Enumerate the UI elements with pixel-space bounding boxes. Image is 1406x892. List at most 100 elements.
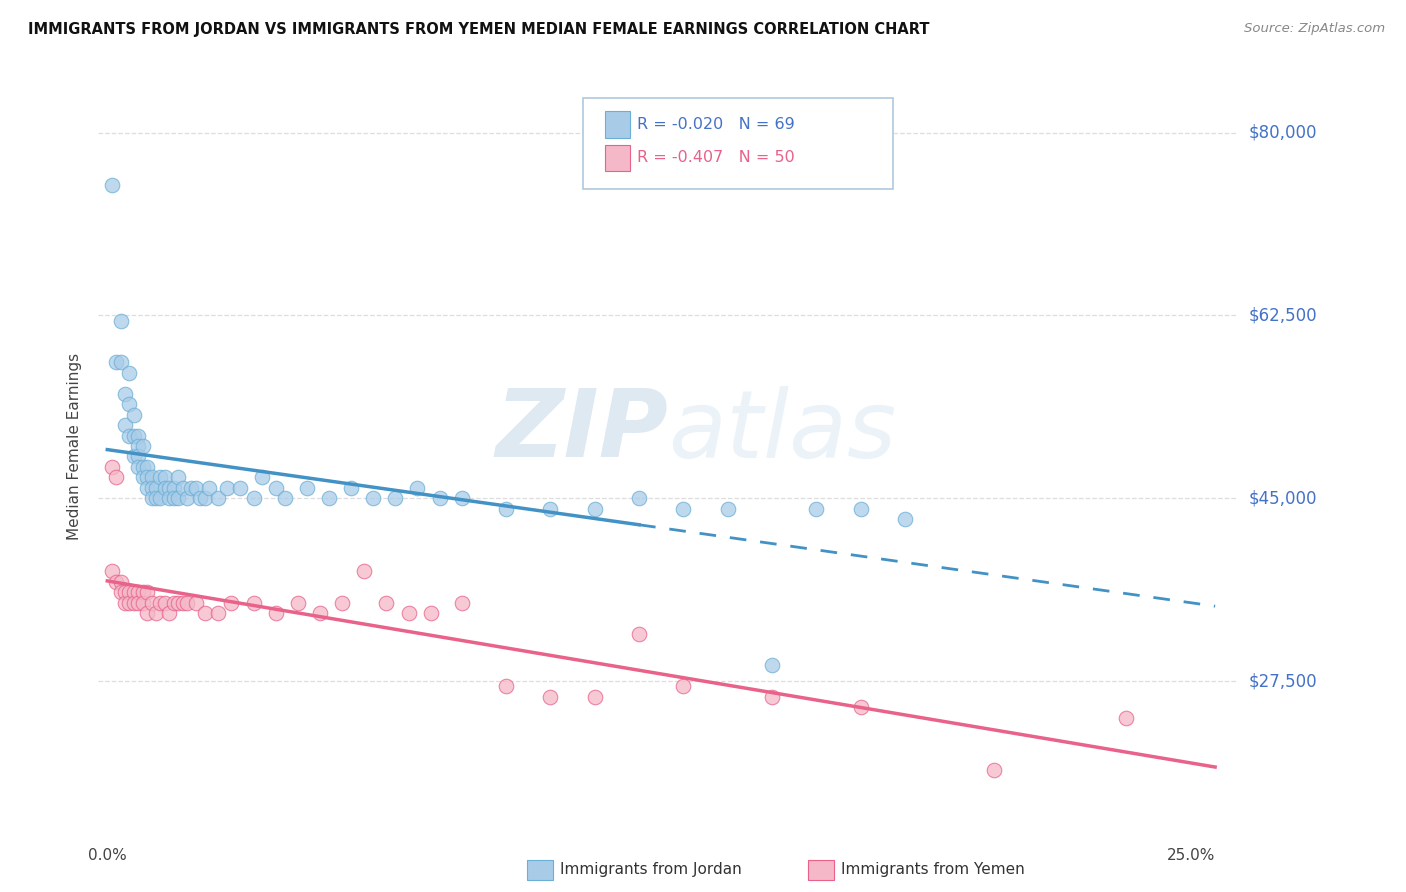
Point: [176, 596, 198, 610]
Point: [198, 481, 221, 495]
Point: [538, 690, 561, 704]
Text: $45,000: $45,000: [1249, 489, 1317, 508]
Text: 0.0%: 0.0%: [89, 848, 127, 863]
Point: [127, 596, 149, 610]
Point: [110, 355, 132, 369]
Point: [118, 366, 141, 380]
Point: [127, 585, 149, 599]
Point: [110, 313, 132, 327]
Text: Immigrants from Yemen: Immigrants from Yemen: [841, 863, 1025, 877]
Point: [184, 596, 207, 610]
Point: [340, 481, 363, 495]
Point: [495, 679, 517, 693]
Point: [229, 481, 252, 495]
Point: [122, 585, 145, 599]
Point: [127, 450, 149, 464]
Point: [118, 428, 141, 442]
Point: [114, 596, 136, 610]
Point: [136, 459, 159, 474]
Point: [153, 470, 176, 484]
Point: [110, 574, 132, 589]
Point: [167, 470, 190, 484]
Point: [118, 397, 141, 411]
Point: [384, 491, 406, 506]
Point: [983, 763, 1005, 777]
Point: [136, 606, 159, 620]
Point: [110, 585, 132, 599]
Point: [163, 491, 186, 506]
Point: [215, 481, 238, 495]
Point: [118, 596, 141, 610]
Point: [163, 481, 186, 495]
Point: [264, 481, 287, 495]
Point: [127, 428, 149, 442]
Point: [717, 501, 740, 516]
Point: [157, 491, 180, 506]
Point: [132, 585, 155, 599]
Text: R = -0.020   N = 69: R = -0.020 N = 69: [637, 118, 794, 132]
Point: [1115, 711, 1137, 725]
Point: [153, 481, 176, 495]
Point: [361, 491, 384, 506]
Point: [172, 481, 194, 495]
Text: $62,500: $62,500: [1249, 306, 1317, 325]
Text: IMMIGRANTS FROM JORDAN VS IMMIGRANTS FROM YEMEN MEDIAN FEMALE EARNINGS CORRELATI: IMMIGRANTS FROM JORDAN VS IMMIGRANTS FRO…: [28, 22, 929, 37]
Point: [157, 606, 180, 620]
Point: [153, 596, 176, 610]
Point: [105, 470, 128, 484]
Point: [132, 459, 155, 474]
Point: [122, 450, 145, 464]
Point: [495, 501, 517, 516]
Point: [100, 459, 122, 474]
Point: [141, 491, 163, 506]
Point: [287, 596, 309, 610]
Point: [330, 596, 353, 610]
Point: [132, 470, 155, 484]
Point: [672, 679, 695, 693]
Point: [538, 501, 561, 516]
Text: Source: ZipAtlas.com: Source: ZipAtlas.com: [1244, 22, 1385, 36]
Point: [761, 658, 783, 673]
Point: [176, 491, 198, 506]
Point: [136, 470, 159, 484]
Text: Immigrants from Jordan: Immigrants from Jordan: [560, 863, 741, 877]
Point: [145, 606, 167, 620]
Point: [450, 491, 472, 506]
Point: [105, 355, 128, 369]
Point: [114, 418, 136, 433]
Point: [242, 491, 264, 506]
Point: [136, 585, 159, 599]
Point: [672, 501, 695, 516]
Point: [207, 491, 229, 506]
Point: [122, 596, 145, 610]
Text: 25.0%: 25.0%: [1167, 848, 1215, 863]
Point: [318, 491, 340, 506]
Point: [221, 596, 243, 610]
Text: $27,500: $27,500: [1249, 672, 1317, 690]
Point: [127, 439, 149, 453]
Point: [429, 491, 451, 506]
Point: [628, 491, 651, 506]
Point: [122, 408, 145, 422]
Point: [167, 596, 190, 610]
Point: [141, 470, 163, 484]
Point: [406, 481, 429, 495]
Point: [450, 596, 472, 610]
Point: [100, 565, 122, 579]
Point: [264, 606, 287, 620]
Point: [105, 574, 128, 589]
Point: [141, 481, 163, 495]
Point: [894, 512, 917, 526]
Point: [149, 491, 172, 506]
Point: [145, 481, 167, 495]
Point: [849, 700, 872, 714]
Y-axis label: Median Female Earnings: Median Female Earnings: [67, 352, 83, 540]
Point: [172, 596, 194, 610]
Point: [149, 470, 172, 484]
Point: [100, 178, 122, 192]
Point: [583, 501, 606, 516]
Point: [273, 491, 295, 506]
Point: [127, 459, 149, 474]
Point: [398, 606, 420, 620]
Point: [114, 585, 136, 599]
